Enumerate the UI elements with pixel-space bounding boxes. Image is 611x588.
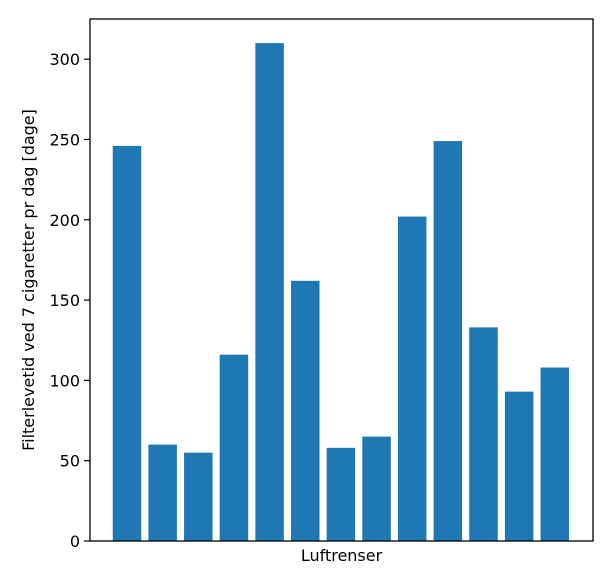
bar-3 (184, 452, 213, 541)
bar-4 (219, 354, 249, 541)
bar-11 (469, 327, 498, 541)
plot-frame (89, 18, 594, 542)
y-tick-label: 100 (49, 371, 80, 390)
y-tick-label: 200 (49, 211, 80, 230)
y-tick-label: 300 (49, 50, 80, 69)
bar-2 (148, 444, 177, 541)
bar-5 (255, 43, 284, 542)
bar-13 (540, 367, 570, 541)
bar-8 (362, 436, 391, 541)
bar-10 (433, 141, 463, 541)
bar-12 (504, 391, 534, 541)
bar-7 (326, 447, 356, 541)
y-tick-label: 0 (70, 532, 80, 551)
bar-6 (291, 280, 320, 541)
bar-9 (397, 216, 427, 541)
bar-series (112, 43, 570, 542)
y-tick-label: 50 (60, 452, 80, 471)
y-tick-label: 150 (49, 291, 80, 310)
y-tick-label: 250 (49, 130, 80, 149)
x-axis-label: Luftrenser (301, 546, 383, 565)
y-axis-label: Filterlevetid ved 7 cigaretter pr dag [d… (19, 109, 38, 451)
bar-1 (112, 145, 142, 541)
y-axis-ticks: 0 50 100 150 200 250 300 (49, 50, 90, 551)
